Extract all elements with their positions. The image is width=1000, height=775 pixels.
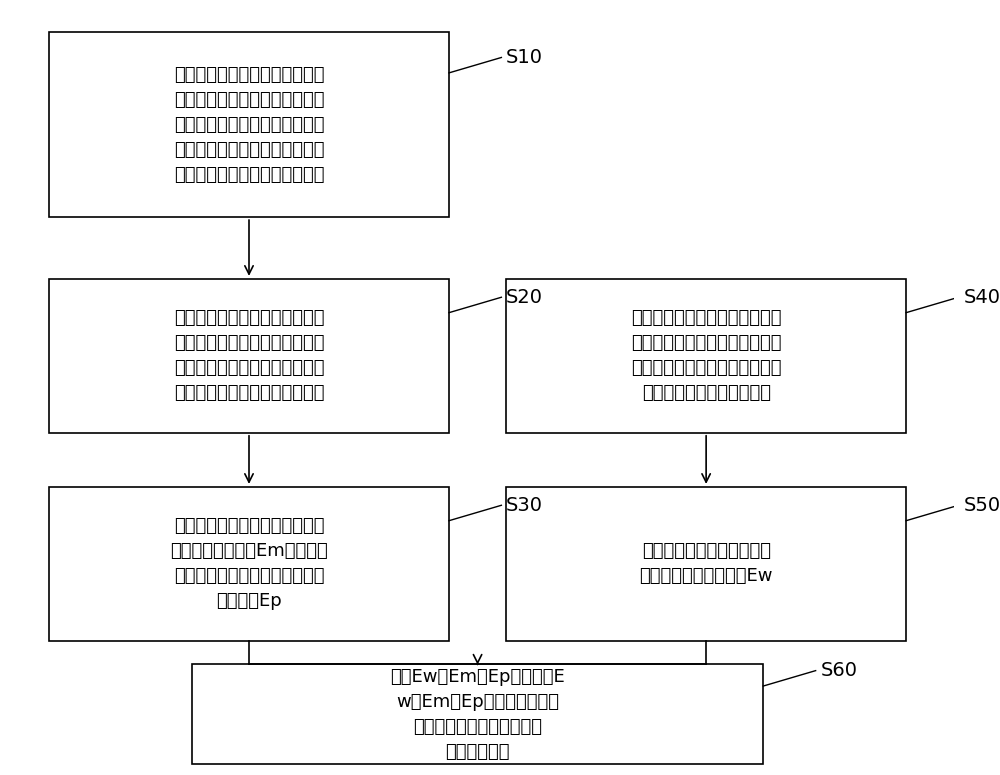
FancyBboxPatch shape (49, 279, 449, 433)
Text: S40: S40 (963, 288, 1000, 307)
FancyBboxPatch shape (506, 279, 906, 433)
Text: S10: S10 (506, 48, 543, 67)
Text: S50: S50 (963, 496, 1000, 515)
Text: 计算第三图像与第四图像的
属性信息的统计学参数Ew: 计算第三图像与第四图像的 属性信息的统计学参数Ew (639, 542, 773, 585)
Text: S20: S20 (506, 288, 543, 307)
Text: 比较Ew与Em和Ep，并根据E
w与Em和Ep的比较结果确定
待测管内填充物的高度是否
符合预设标准: 比较Ew与Em和Ep，并根据E w与Em和Ep的比较结果确定 待测管内填充物的高… (390, 667, 565, 760)
FancyBboxPatch shape (192, 664, 763, 764)
FancyBboxPatch shape (49, 33, 449, 217)
FancyBboxPatch shape (506, 487, 906, 641)
FancyBboxPatch shape (49, 487, 449, 641)
Text: 在相同的图像采集条件下，分别
沿轴向方向对所述第一管至第三
管进行图像采集，以分别获取第
一图像、第二图像以及第三图像: 在相同的图像采集条件下，分别 沿轴向方向对所述第一管至第三 管进行图像采集，以分… (174, 309, 324, 402)
Text: 计算第一图像与第三图像的属性
信息的统计学参数Em以及第二
图像与第三图像的属性信息的统
计学参数Ep: 计算第一图像与第三图像的属性 信息的统计学参数Em以及第二 图像与第三图像的属性… (170, 518, 328, 611)
Text: S60: S60 (820, 661, 857, 680)
Text: S30: S30 (506, 496, 543, 515)
Text: 在所述图像采集条件下沿轴向方
向对待测管进行图像采集以获取
第四图像；待测管与第一管至第
三管相同且具有所述填充物: 在所述图像采集条件下沿轴向方 向对待测管进行图像采集以获取 第四图像；待测管与第… (631, 309, 781, 402)
Text: 选取相同的第一管、第二管以及
第三管；第一管至第三管内均具
有填充物且填充物的高度分别为
第一高度、第二高度以及介于第
一高度与第二高度间的第三高度: 选取相同的第一管、第二管以及 第三管；第一管至第三管内均具 有填充物且填充物的高… (174, 66, 324, 184)
